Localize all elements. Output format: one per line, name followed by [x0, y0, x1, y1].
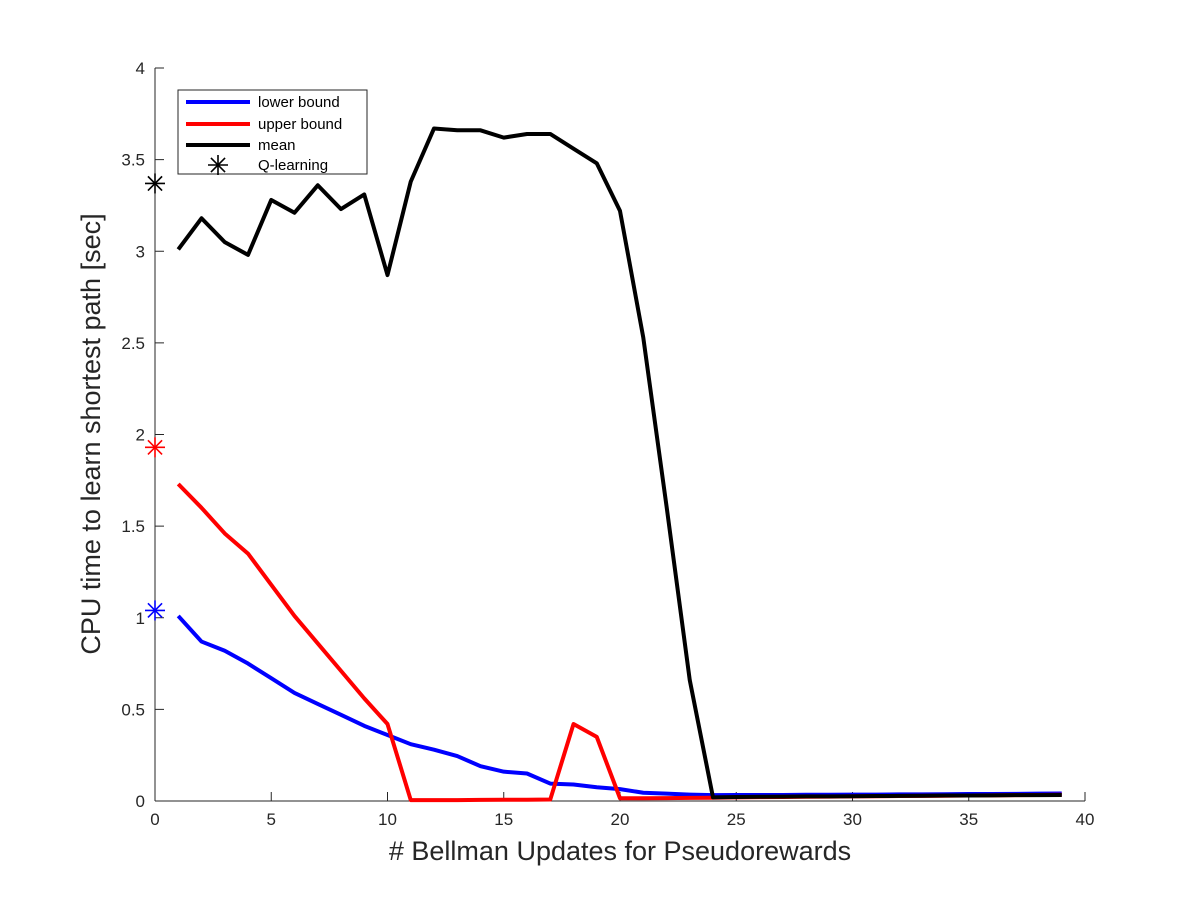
y-tick-label: 2.5 [121, 334, 145, 353]
series-line-mean [176, 126, 1062, 800]
legend-items: lower bound upper bound mean Q-learning [186, 94, 342, 175]
x-axis-title: # Bellman Updates for Pseudorewards [389, 836, 851, 866]
y-tick-label: 0 [136, 792, 145, 811]
legend-label: Q-learning [258, 157, 328, 174]
series-layer [176, 126, 1062, 803]
legend-label: upper bound [258, 116, 342, 133]
y-tick-label: 0.5 [121, 700, 145, 719]
legend-label: lower bound [258, 94, 340, 111]
y-tick-label: 1 [136, 609, 145, 628]
legend: lower bound upper bound mean Q-learning [177, 89, 368, 175]
x-tick-label: 20 [611, 810, 630, 829]
y-axis-title: CPU time to learn shortest path [sec] [76, 213, 106, 654]
y-tick-label: 3 [136, 242, 145, 261]
q-learning-point [145, 437, 165, 458]
x-tick-label: 0 [150, 810, 159, 829]
legend-swatch-q-learning [208, 155, 228, 175]
x-tick-label: 40 [1076, 810, 1095, 829]
q-learning-point [145, 600, 165, 621]
x-tick-label: 25 [727, 810, 746, 829]
x-axis-ticks: 0 5 10 15 20 25 30 35 40 [150, 792, 1094, 829]
y-tick-label: 4 [136, 59, 145, 78]
plot-area [155, 68, 1085, 801]
q-learning-point [145, 173, 165, 194]
y-axis-ticks: 0 0.5 1 1.5 2 2.5 3 3.5 4 [121, 59, 164, 811]
y-tick-label: 2 [136, 426, 145, 445]
x-tick-label: 35 [959, 810, 978, 829]
q-learning-markers [145, 173, 165, 621]
y-tick-label: 3.5 [121, 151, 145, 170]
x-tick-label: 10 [378, 810, 397, 829]
y-tick-label: 1.5 [121, 517, 145, 536]
x-tick-label: 30 [843, 810, 862, 829]
legend-label: mean [258, 137, 296, 154]
x-tick-label: 5 [267, 810, 276, 829]
x-tick-label: 15 [494, 810, 513, 829]
